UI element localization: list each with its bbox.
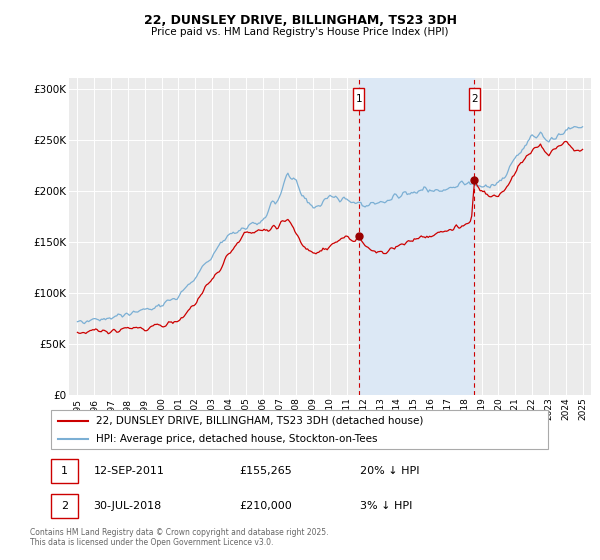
Text: 2: 2 <box>471 94 478 104</box>
Text: £155,265: £155,265 <box>239 466 292 476</box>
Text: 12-SEP-2011: 12-SEP-2011 <box>94 466 164 476</box>
Text: 22, DUNSLEY DRIVE, BILLINGHAM, TS23 3DH: 22, DUNSLEY DRIVE, BILLINGHAM, TS23 3DH <box>143 14 457 27</box>
Text: £210,000: £210,000 <box>239 501 292 511</box>
Text: 30-JUL-2018: 30-JUL-2018 <box>94 501 161 511</box>
FancyBboxPatch shape <box>469 88 480 110</box>
Text: 1: 1 <box>355 94 362 104</box>
Text: 20% ↓ HPI: 20% ↓ HPI <box>361 466 420 476</box>
Text: 1: 1 <box>61 466 68 476</box>
Text: Price paid vs. HM Land Registry's House Price Index (HPI): Price paid vs. HM Land Registry's House … <box>151 27 449 37</box>
Text: 2: 2 <box>61 501 68 511</box>
Text: HPI: Average price, detached house, Stockton-on-Tees: HPI: Average price, detached house, Stoc… <box>96 435 377 445</box>
FancyBboxPatch shape <box>50 459 78 483</box>
Text: 3% ↓ HPI: 3% ↓ HPI <box>361 501 413 511</box>
FancyBboxPatch shape <box>50 410 548 449</box>
FancyBboxPatch shape <box>353 88 364 110</box>
FancyBboxPatch shape <box>50 494 78 519</box>
Text: Contains HM Land Registry data © Crown copyright and database right 2025.
This d: Contains HM Land Registry data © Crown c… <box>30 528 329 547</box>
Bar <box>359 78 475 395</box>
Text: 22, DUNSLEY DRIVE, BILLINGHAM, TS23 3DH (detached house): 22, DUNSLEY DRIVE, BILLINGHAM, TS23 3DH … <box>96 416 423 426</box>
